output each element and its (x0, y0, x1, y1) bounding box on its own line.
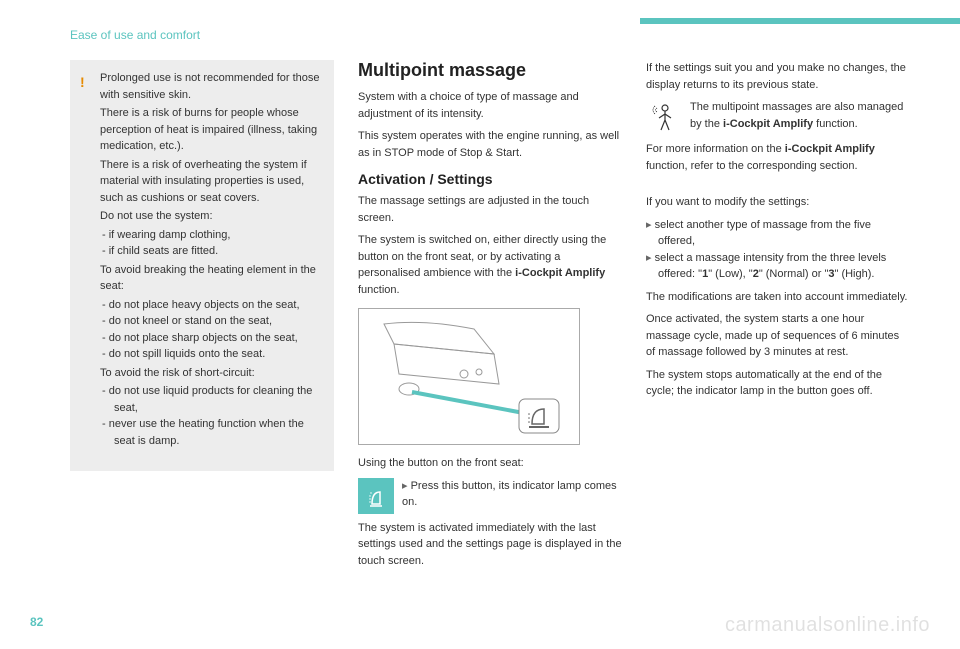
warning-p3: There is a risk of overheating the syste… (100, 157, 322, 207)
content-columns: ! Prolonged use is not recommended for t… (70, 60, 910, 575)
button-instruction-row: ▸ Press this button, its indicator lamp … (358, 478, 622, 514)
accent-bar (640, 18, 960, 24)
seat-illustration (358, 308, 580, 445)
warning-p2: There is a risk of burns for people whos… (100, 105, 322, 155)
c2-p2: This system operates with the engine run… (358, 128, 622, 161)
info-c: function. (813, 118, 858, 130)
column-2: Multipoint massage System with a choice … (358, 60, 622, 575)
warning-p1: Prolonged use is not recommended for tho… (100, 70, 322, 103)
section-title: Ease of use and comfort (70, 28, 200, 42)
c3-p6: The system stops automatically at the en… (646, 367, 910, 400)
massage-button-icon (358, 478, 394, 514)
li2e: " (Normal) or " (759, 268, 829, 280)
c2-p1: System with a choice of type of massage … (358, 89, 622, 122)
btn-text: Press this button, its indicator lamp co… (402, 480, 617, 509)
warning-p6: To avoid the risk of short-circuit: (100, 365, 322, 382)
c2-p4: The system is switched on, either direct… (358, 232, 622, 298)
warning-list-2: do not place heavy objects on the seat, … (100, 297, 322, 363)
warning-p5: To avoid breaking the heating element in… (100, 262, 322, 295)
warning-li: if child seats are fitted. (114, 243, 322, 260)
warning-list-1: if wearing damp clothing, if child seats… (100, 227, 322, 260)
warning-li: do not place sharp objects on the seat, (114, 330, 322, 347)
warning-li: do not place heavy objects on the seat, (114, 297, 322, 314)
warning-icon: ! (80, 72, 85, 93)
column-3: If the settings suit you and you make no… (646, 60, 910, 575)
c3-p4: The modifications are taken into account… (646, 289, 910, 306)
c2-p4b: i-Cockpit Amplify (515, 267, 605, 279)
warning-li: do not spill liquids onto the seat. (114, 346, 322, 363)
settings-li1: select another type of massage from the … (658, 217, 910, 250)
c2-p6: The system is activated immediately with… (358, 520, 622, 570)
button-instruction-text: ▸ Press this button, its indicator lamp … (402, 478, 622, 511)
info-text: The multipoint massages are also managed… (690, 99, 910, 132)
person-massage-icon (646, 99, 682, 135)
heading-multipoint: Multipoint massage (358, 60, 622, 81)
warning-li: never use the heating function when the … (114, 416, 322, 449)
c3-p3: If you want to modify the settings: (646, 194, 910, 211)
watermark: carmanualsonline.info (725, 614, 930, 637)
warning-box: ! Prolonged use is not recommended for t… (70, 60, 334, 471)
warning-list-3: do not use liquid products for cleaning … (100, 383, 322, 449)
seat-svg (364, 314, 574, 439)
warning-li: if wearing damp clothing, (114, 227, 322, 244)
info-row: The multipoint massages are also managed… (646, 99, 910, 135)
page-number: 82 (30, 615, 43, 629)
c2-p5: Using the button on the front seat: (358, 455, 622, 472)
warning-li: do not kneel or stand on the seat, (114, 313, 322, 330)
column-1: ! Prolonged use is not recommended for t… (70, 60, 334, 575)
c3-p5: Once activated, the system starts a one … (646, 311, 910, 361)
warning-li: do not use liquid products for cleaning … (114, 383, 322, 416)
info-b: i-Cockpit Amplify (723, 118, 813, 130)
c3-p2a: For more information on the (646, 143, 785, 155)
settings-list: select another type of massage from the … (646, 217, 910, 283)
c3-p2: For more information on the i-Cockpit Am… (646, 141, 910, 174)
c2-p3: The massage settings are adjusted in the… (358, 193, 622, 226)
c3-p1: If the settings suit you and you make no… (646, 60, 910, 93)
li2c: " (Low), " (708, 268, 752, 280)
warning-p4: Do not use the system: (100, 208, 322, 225)
c2-p4c: function. (358, 284, 400, 296)
li2g: " (High). (834, 268, 874, 280)
heading-activation: Activation / Settings (358, 171, 622, 187)
c3-p2c: function, refer to the corresponding sec… (646, 160, 858, 172)
settings-li2: select a massage intensity from the thre… (658, 250, 910, 283)
c3-p2b: i-Cockpit Amplify (785, 143, 875, 155)
